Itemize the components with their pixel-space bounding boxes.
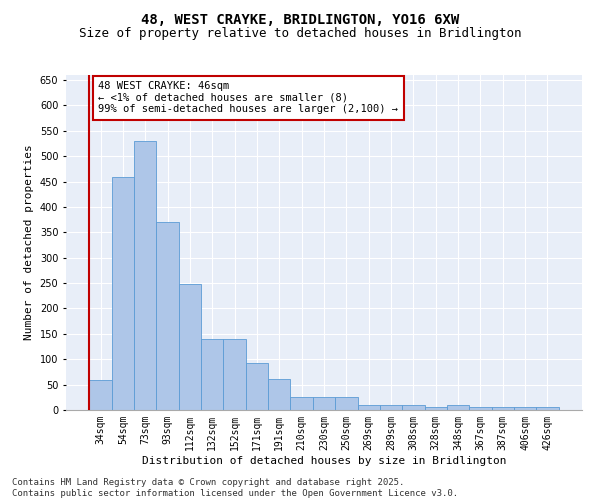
- Bar: [425, 407, 447, 410]
- Bar: [447, 405, 469, 410]
- Bar: [157, 222, 179, 410]
- Bar: [179, 284, 201, 410]
- Bar: [290, 398, 313, 410]
- X-axis label: Distribution of detached houses by size in Bridlington: Distribution of detached houses by size …: [142, 456, 506, 466]
- Text: 48, WEST CRAYKE, BRIDLINGTON, YO16 6XW: 48, WEST CRAYKE, BRIDLINGTON, YO16 6XW: [141, 12, 459, 26]
- Bar: [134, 141, 157, 410]
- Text: 48 WEST CRAYKE: 46sqm
← <1% of detached houses are smaller (8)
99% of semi-detac: 48 WEST CRAYKE: 46sqm ← <1% of detached …: [98, 81, 398, 114]
- Y-axis label: Number of detached properties: Number of detached properties: [24, 144, 34, 340]
- Bar: [313, 398, 335, 410]
- Bar: [112, 176, 134, 410]
- Text: Size of property relative to detached houses in Bridlington: Size of property relative to detached ho…: [79, 28, 521, 40]
- Bar: [268, 378, 290, 410]
- Bar: [246, 364, 268, 410]
- Bar: [469, 408, 491, 410]
- Bar: [358, 405, 380, 410]
- Bar: [380, 405, 402, 410]
- Bar: [201, 339, 223, 410]
- Bar: [514, 408, 536, 410]
- Bar: [536, 408, 559, 410]
- Bar: [223, 339, 246, 410]
- Text: Contains HM Land Registry data © Crown copyright and database right 2025.
Contai: Contains HM Land Registry data © Crown c…: [12, 478, 458, 498]
- Bar: [491, 408, 514, 410]
- Bar: [89, 380, 112, 410]
- Bar: [335, 398, 358, 410]
- Bar: [402, 405, 425, 410]
